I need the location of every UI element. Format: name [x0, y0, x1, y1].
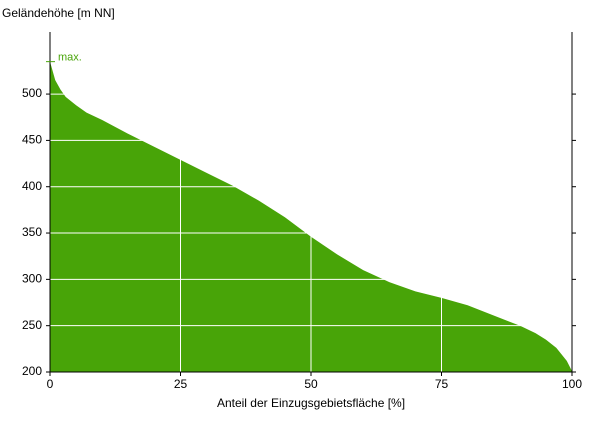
x-tick-label: 75 [435, 377, 449, 391]
y-axis-title: Geländehöhe [m NN] [2, 6, 115, 20]
x-tick-label: 100 [562, 377, 582, 391]
y-tick-label: 500 [22, 86, 42, 100]
y-tick-label: 400 [22, 179, 42, 193]
x-tick-label: 0 [47, 377, 54, 391]
y-tick-label: 450 [22, 133, 42, 147]
y-tick-label: 350 [22, 225, 42, 239]
x-tick-label: 25 [174, 377, 188, 391]
y-tick-label: 200 [22, 364, 42, 378]
x-axis-title: Anteil der Einzugsgebietsfläche [%] [217, 396, 405, 410]
y-tick-label: 300 [22, 272, 42, 286]
max-annotation: max. [58, 52, 82, 64]
x-tick-label: 50 [304, 377, 318, 391]
y-tick-label: 250 [22, 318, 42, 332]
